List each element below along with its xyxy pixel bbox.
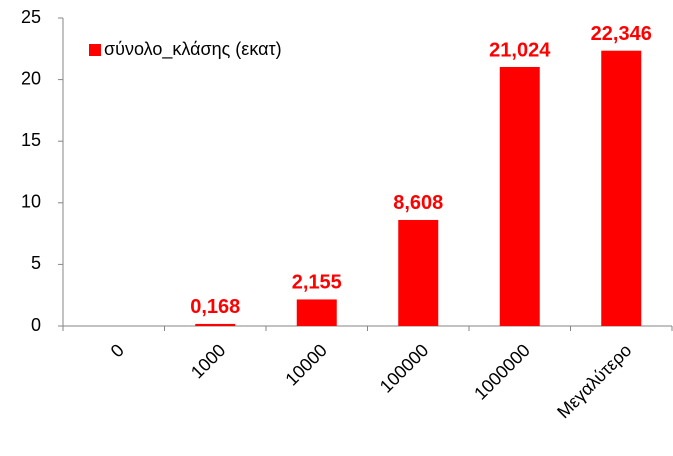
y-tick-label: 10 bbox=[21, 192, 41, 212]
x-tick-label: 10000 bbox=[281, 340, 331, 390]
y-tick-label: 5 bbox=[31, 253, 41, 273]
value-label: 21,024 bbox=[489, 39, 551, 61]
x-tick-label: 1000000 bbox=[470, 340, 534, 404]
x-tick-label: Μεγαλύτερο bbox=[553, 340, 635, 422]
bar bbox=[398, 219, 439, 326]
value-label: 22,346 bbox=[591, 23, 652, 45]
bar bbox=[499, 66, 540, 327]
bar bbox=[296, 299, 337, 326]
x-tick-label: 1000 bbox=[187, 340, 229, 382]
x-tick-label: 100000 bbox=[376, 340, 433, 397]
y-tick-label: 25 bbox=[21, 7, 41, 27]
legend-swatch bbox=[89, 44, 101, 56]
value-label: 2,155 bbox=[292, 272, 342, 294]
bar bbox=[195, 323, 236, 326]
value-label: 8,608 bbox=[393, 192, 443, 214]
x-tick-label: 0 bbox=[107, 340, 128, 361]
y-tick-label: 0 bbox=[31, 315, 41, 335]
legend-label: σύνολο_κλάσης (εκατ) bbox=[104, 39, 282, 60]
value-label: 0,168 bbox=[190, 296, 240, 318]
y-tick-label: 20 bbox=[21, 68, 41, 88]
y-tick-label: 15 bbox=[21, 130, 41, 150]
bar bbox=[601, 50, 642, 327]
